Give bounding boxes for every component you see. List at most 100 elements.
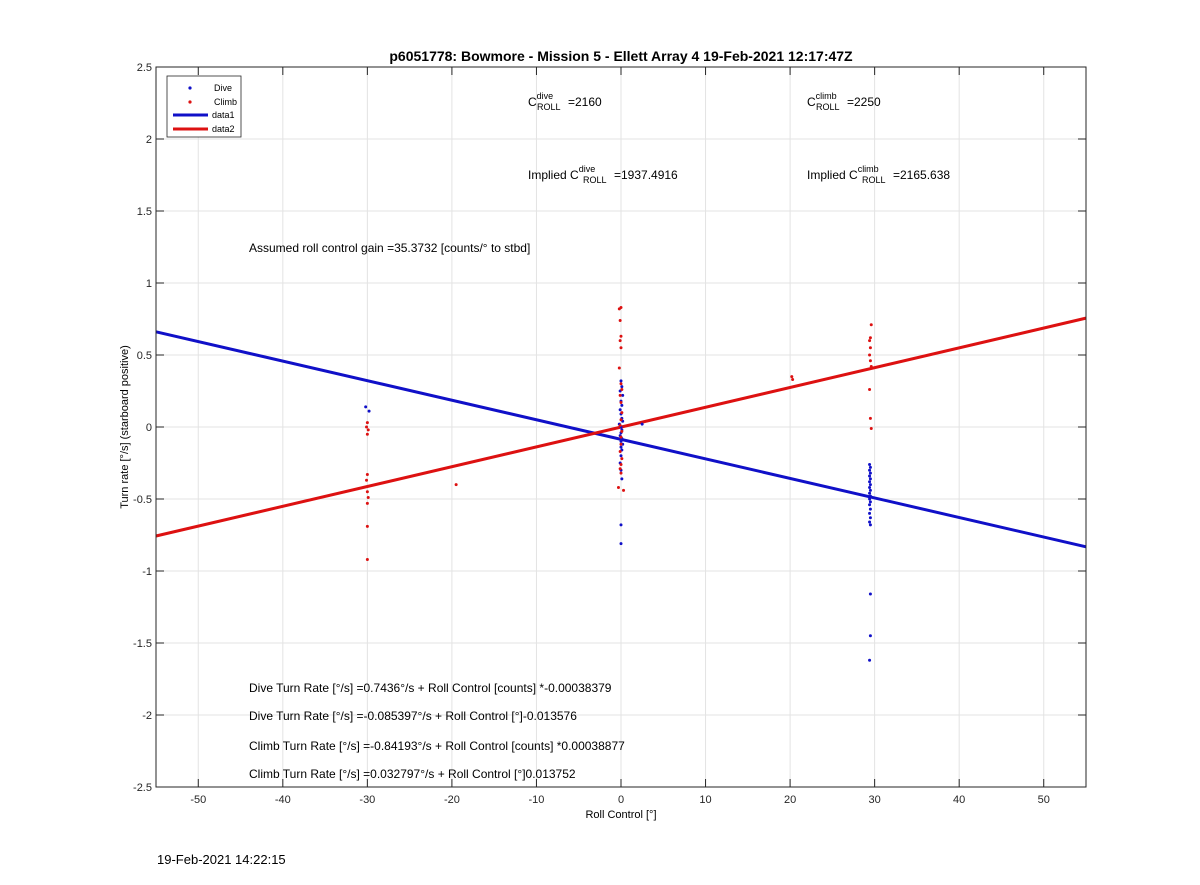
dive-point — [868, 485, 872, 489]
y-tick-label: 1 — [146, 278, 152, 290]
dive-point — [621, 393, 625, 397]
climb-point — [365, 421, 369, 425]
dive-point — [620, 403, 624, 407]
print-timestamp: 19-Feb-2021 14:22:15 — [157, 852, 286, 867]
climb-point — [365, 425, 369, 429]
climb-point — [365, 473, 369, 477]
climb-point — [618, 339, 622, 343]
dive-point — [868, 477, 872, 481]
x-tick-label: -30 — [359, 794, 375, 806]
climb-point — [365, 524, 369, 528]
climb-point — [454, 483, 458, 487]
legend: Dive Climb data1 data2 — [166, 75, 242, 138]
climb-point — [616, 485, 620, 489]
climb-point — [868, 388, 872, 392]
dive-point — [619, 454, 623, 458]
roll-control-gain-note: Assumed roll control gain =35.3732 [coun… — [249, 241, 530, 255]
x-tick-label: 30 — [869, 794, 881, 806]
legend-data2-label: data2 — [212, 124, 235, 134]
y-tick-label: 2 — [146, 134, 152, 146]
y-tick-label: 0.5 — [137, 350, 152, 362]
climb-equation-counts: Climb Turn Rate [°/s] =-0.84193°/s + Rol… — [249, 739, 625, 753]
legend-dive-label: Dive — [214, 83, 232, 93]
dive-point — [364, 405, 368, 409]
y-tick-label: -1 — [142, 566, 152, 578]
dive-point — [618, 408, 622, 412]
climb-point — [617, 366, 621, 370]
c-roll-climb-sub: ROLL — [816, 102, 840, 112]
climb-point — [790, 375, 794, 379]
climb-point — [365, 490, 369, 494]
climb-point — [618, 467, 622, 471]
dive-point — [868, 503, 872, 507]
dive-equation-degrees: Dive Turn Rate [°/s] =-0.085397°/s + Rol… — [249, 709, 577, 723]
dive-point — [640, 422, 644, 426]
climb-point — [619, 471, 623, 475]
y-tick-label: -0.5 — [133, 494, 152, 506]
climb-point — [622, 488, 626, 492]
y-tick-label: -1.5 — [133, 638, 152, 650]
x-tick-label: -40 — [275, 794, 291, 806]
legend-dive-marker — [188, 86, 192, 90]
y-tick-label: 2.5 — [137, 62, 152, 74]
dive-point — [868, 480, 872, 484]
climb-point — [620, 429, 624, 433]
climb-equation-degrees: Climb Turn Rate [°/s] =0.032797°/s + Rol… — [249, 767, 576, 781]
dive-point — [620, 385, 624, 389]
implied-climb-value: =2165.638 — [893, 168, 950, 182]
c-roll-climb-sup: climb — [816, 91, 837, 101]
y-tick-label: 1.5 — [137, 206, 152, 218]
climb-point — [868, 359, 872, 363]
x-tick-label: -10 — [529, 794, 545, 806]
dive-point — [868, 465, 872, 469]
x-tick-label: 40 — [953, 794, 965, 806]
x-tick-label: 10 — [699, 794, 711, 806]
climb-point — [869, 365, 873, 369]
climb-point — [620, 411, 624, 415]
dive-point — [619, 523, 623, 527]
dive-point — [868, 507, 872, 511]
dive-equation-counts: Dive Turn Rate [°/s] =0.7436°/s + Roll C… — [249, 681, 612, 695]
climb-point — [619, 418, 623, 422]
chart-title: p6051778: Bowmore - Mission 5 - Ellett A… — [389, 48, 853, 64]
c-roll-dive-base: C — [528, 95, 537, 109]
c-roll-dive: Cdive ROLL =2160 — [528, 91, 602, 112]
dive-point — [620, 477, 624, 481]
climb-point — [619, 305, 623, 309]
c-roll-climb-base: C — [807, 95, 816, 109]
climb-point — [869, 426, 873, 430]
y-tick-label: 0 — [146, 422, 152, 434]
dive-point — [619, 379, 623, 383]
climb-point — [619, 442, 623, 446]
dive-point — [868, 468, 872, 472]
climb-point — [620, 457, 624, 461]
dive-point — [868, 462, 872, 466]
implied-climb-sub: ROLL — [862, 175, 886, 185]
dive-point — [868, 497, 872, 501]
c-roll-climb-value: =2250 — [847, 95, 881, 109]
dive-point — [868, 511, 872, 515]
climb-point — [868, 416, 872, 420]
dive-point — [367, 409, 371, 413]
implied-dive-value: =1937.4916 — [614, 168, 678, 182]
c-roll-dive-value: =2160 — [568, 95, 602, 109]
axis-ticks: -50 -40 -30 -20 -10 0 10 20 30 40 50-2.5-2-1.5-1-0… — [133, 62, 1086, 806]
climb-point — [618, 393, 622, 397]
dive-point — [868, 474, 872, 478]
c-roll-dive-sub: ROLL — [537, 102, 561, 112]
climb-point — [619, 435, 623, 439]
dive-point — [619, 445, 623, 449]
implied-dive-sub: ROLL — [583, 175, 607, 185]
climb-point — [618, 424, 622, 428]
implied-dive-prefix: Implied C — [528, 168, 579, 182]
dive-point — [868, 516, 872, 520]
climb-point — [620, 388, 624, 392]
climb-point — [619, 401, 623, 405]
legend-climb-marker — [188, 100, 192, 104]
implied-climb-sup: climb — [858, 164, 879, 174]
x-tick-label: -20 — [444, 794, 460, 806]
climb-point — [365, 478, 369, 482]
dive-point — [868, 520, 872, 524]
dive-point — [868, 658, 872, 662]
